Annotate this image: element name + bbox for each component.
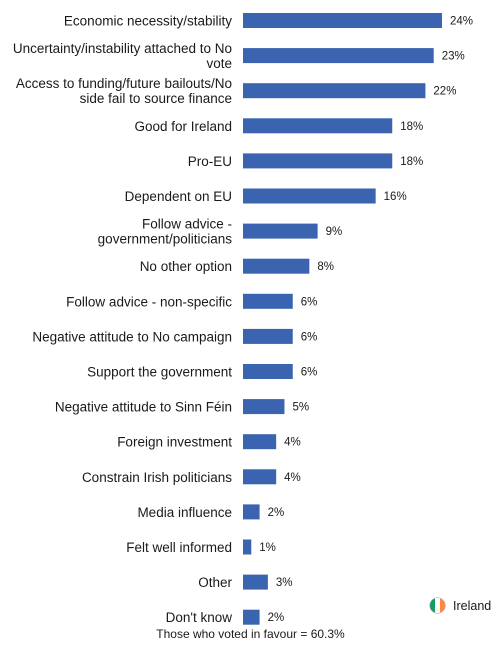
bar bbox=[243, 118, 393, 134]
category-label: Negative attitude to Sinn Féin bbox=[55, 400, 232, 415]
bar bbox=[243, 188, 376, 204]
value-label: 6% bbox=[301, 296, 318, 308]
value-label: 18% bbox=[400, 121, 423, 133]
bar bbox=[243, 609, 260, 625]
bar bbox=[243, 83, 426, 99]
bar bbox=[243, 223, 318, 239]
legend-label: Ireland bbox=[453, 598, 492, 613]
category-label: Media influence bbox=[137, 505, 232, 520]
category-label: Access to funding/future bailouts/No side… bbox=[16, 76, 232, 106]
category-label: Follow advice - non-specific bbox=[66, 294, 232, 309]
bar bbox=[243, 469, 277, 485]
category-label: No other option bbox=[140, 259, 232, 274]
category-label: Don't know bbox=[166, 610, 233, 625]
category-label: Support the government bbox=[87, 365, 232, 380]
bar bbox=[243, 434, 277, 450]
footnote: Those who voted in favour = 60.3% bbox=[156, 627, 345, 641]
value-label: 18% bbox=[400, 156, 423, 168]
bar bbox=[243, 399, 285, 415]
value-label: 1% bbox=[259, 542, 276, 554]
bar bbox=[243, 258, 310, 274]
bar bbox=[243, 504, 260, 520]
category-label: Follow advice -government/politicians bbox=[98, 217, 233, 247]
value-label: 6% bbox=[301, 367, 318, 379]
bar bbox=[243, 539, 252, 555]
value-label: 3% bbox=[276, 577, 293, 589]
bar bbox=[243, 574, 268, 590]
bar bbox=[243, 328, 293, 344]
ireland-flag-icon bbox=[430, 598, 445, 613]
value-label: 22% bbox=[433, 86, 456, 98]
bar bbox=[243, 48, 434, 64]
value-label: 4% bbox=[284, 472, 301, 484]
legend: Ireland bbox=[430, 598, 491, 613]
bar bbox=[243, 293, 293, 309]
bar bbox=[243, 153, 393, 169]
value-label: 2% bbox=[268, 612, 285, 624]
category-label: Other bbox=[198, 575, 232, 590]
value-label: 24% bbox=[450, 16, 473, 28]
value-label: 9% bbox=[326, 226, 343, 238]
category-label: Foreign investment bbox=[117, 435, 232, 450]
flag-stripe-white bbox=[435, 598, 440, 613]
category-label: Uncertainty/instability attached to No vo… bbox=[13, 41, 232, 71]
value-label: 5% bbox=[292, 402, 309, 414]
category-label: Felt well informed bbox=[126, 540, 232, 555]
category-label: Economic necessity/stability bbox=[64, 14, 232, 29]
bar bbox=[243, 364, 293, 379]
value-label: 6% bbox=[301, 331, 318, 343]
bar bbox=[243, 13, 442, 28]
value-label: 16% bbox=[384, 191, 407, 203]
value-label: 4% bbox=[284, 437, 301, 449]
category-label: Negative attitude to No campaign bbox=[32, 329, 232, 344]
category-label: Dependent on EU bbox=[125, 189, 232, 204]
flag-stripe-orange bbox=[440, 598, 445, 613]
category-label: Pro-EU bbox=[188, 154, 232, 169]
category-label: Good for Ireland bbox=[134, 119, 232, 134]
category-label: Constrain Irish politicians bbox=[82, 470, 232, 485]
value-label: 2% bbox=[268, 507, 285, 519]
value-label: 23% bbox=[442, 51, 465, 63]
value-label: 8% bbox=[317, 261, 334, 273]
flag-stripe-green bbox=[430, 598, 435, 613]
